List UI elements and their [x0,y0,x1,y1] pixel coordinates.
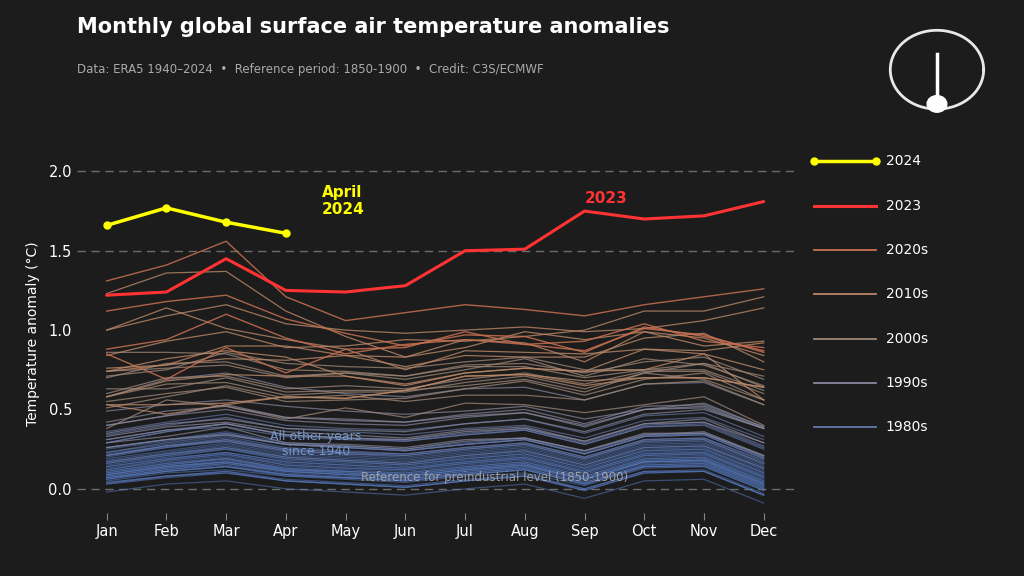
Text: 2023: 2023 [585,191,628,206]
Text: April
2024: April 2024 [322,185,365,217]
Circle shape [927,96,947,112]
Text: 2000s: 2000s [886,332,928,346]
Text: 2010s: 2010s [886,287,928,301]
Text: Data: ERA5 1940–2024  •  Reference period: 1850-1900  •  Credit: C3S/ECMWF: Data: ERA5 1940–2024 • Reference period:… [77,63,544,77]
Text: 1990s: 1990s [886,376,929,390]
Text: 1980s: 1980s [886,420,929,434]
Text: 2020s: 2020s [886,243,928,257]
Text: 2023: 2023 [886,199,921,213]
Text: 2024: 2024 [886,154,921,168]
Text: Reference for preindustrial level (1850-1900): Reference for preindustrial level (1850-… [361,471,629,484]
Text: Monthly global surface air temperature anomalies: Monthly global surface air temperature a… [77,17,670,37]
Text: All other years
since 1940: All other years since 1940 [270,430,361,458]
Y-axis label: Temperature anomaly (°C): Temperature anomaly (°C) [26,242,40,426]
